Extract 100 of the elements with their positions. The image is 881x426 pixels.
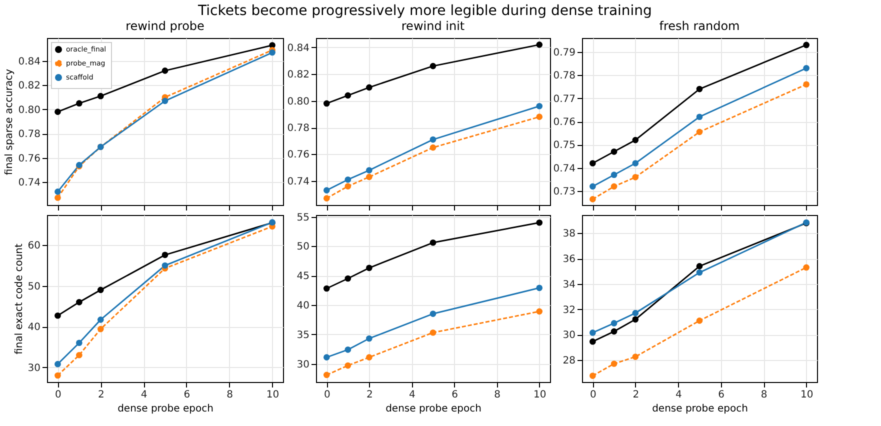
- y-tick-label: 0.78: [18, 129, 40, 140]
- y-tick-label: 0.74: [553, 163, 576, 174]
- x-tick-label: 0: [590, 390, 596, 400]
- point: [366, 354, 372, 360]
- x-tick-label: 10: [266, 390, 280, 400]
- point: [54, 372, 61, 379]
- point: [430, 310, 436, 317]
- y-tick-label: 30: [28, 362, 40, 374]
- point: [430, 62, 436, 70]
- y-tick-label: 0.80: [287, 96, 310, 108]
- point: [97, 92, 104, 100]
- point: [590, 196, 596, 202]
- point: [76, 340, 82, 346]
- point: [610, 172, 618, 178]
- point: [803, 42, 810, 48]
- chart-title: rewind probe: [126, 19, 204, 33]
- point: [269, 49, 276, 56]
- x-tick-label: 10: [800, 390, 814, 400]
- point: [610, 328, 618, 335]
- x-tick-label: 8: [226, 390, 234, 400]
- point: [536, 284, 543, 292]
- y-tick-label: 0.80: [18, 104, 40, 116]
- point: [76, 100, 82, 107]
- y-tick-label: 0.84: [287, 42, 310, 54]
- y-tick-label: 55: [296, 212, 310, 224]
- x-tick-label: 4: [675, 390, 682, 400]
- x-tick-label: 2: [632, 390, 640, 400]
- x-tick-label: 0: [55, 390, 62, 400]
- y-tick-label: 50: [28, 281, 40, 292]
- x-axis-title: dense probe epoch: [652, 404, 748, 414]
- point: [366, 264, 372, 272]
- point: [344, 362, 352, 369]
- y-tick-label: 0.74: [18, 178, 40, 189]
- point: [344, 176, 352, 183]
- point: [696, 86, 703, 92]
- y-tick-label: 0.79: [553, 47, 576, 58]
- x-tick-label: 6: [452, 390, 458, 400]
- x-axis-title: dense probe epoch: [386, 404, 482, 414]
- point: [54, 188, 61, 195]
- point: [323, 285, 330, 292]
- y-tick-label: 28: [562, 355, 576, 366]
- point: [323, 100, 330, 107]
- y-tick-label: 0.76: [18, 153, 40, 164]
- y-tick-label: 38: [562, 228, 576, 240]
- y-tick-label: 60: [28, 240, 40, 252]
- point: [97, 286, 104, 294]
- point: [366, 174, 372, 180]
- y-tick-label: 32: [562, 304, 576, 316]
- text: Tickets become progressively more legible during dense training: [197, 3, 653, 19]
- point: [366, 167, 372, 174]
- y-tick-label: 35: [296, 330, 310, 341]
- y-tick-label: 30: [562, 330, 576, 342]
- point: [76, 352, 82, 358]
- point: [430, 239, 436, 246]
- y-tick-label: 0.82: [287, 70, 310, 81]
- point: [696, 128, 703, 136]
- point: [632, 354, 639, 360]
- point: [803, 81, 810, 88]
- y-tick-label: 0.78: [287, 123, 310, 134]
- point: [344, 92, 352, 99]
- point: [696, 318, 703, 324]
- point: [366, 335, 372, 342]
- x-tick-label: 6: [184, 390, 190, 400]
- point: [696, 263, 703, 270]
- point: [162, 68, 168, 74]
- x-tick-label: 4: [140, 390, 148, 400]
- x-tick-label: 4: [409, 390, 416, 400]
- point: [54, 312, 61, 319]
- point: [323, 354, 330, 360]
- y-tick-label: 0.84: [18, 56, 40, 68]
- point: [590, 330, 596, 336]
- x-tick-label: 8: [494, 390, 501, 400]
- y-tick-label: 40: [28, 322, 40, 334]
- x-tick-label: 6: [718, 390, 725, 400]
- point: [54, 194, 61, 201]
- point: [610, 320, 618, 326]
- point: [803, 264, 810, 271]
- point: [610, 183, 618, 190]
- chart-title: rewind init: [401, 19, 465, 33]
- point: [610, 360, 618, 367]
- y-tick-label: 30: [296, 359, 310, 370]
- point: [366, 84, 372, 91]
- point: [632, 160, 639, 166]
- point: [344, 275, 352, 282]
- point: [536, 219, 543, 226]
- x-axis-title: dense probe epoch: [118, 404, 214, 414]
- y-tick-label: 40: [296, 300, 310, 312]
- y-tick-label: 50: [296, 242, 310, 253]
- y-tick-label: 0.78: [553, 70, 576, 82]
- point: [632, 310, 639, 316]
- point: [97, 316, 104, 323]
- y-axis-title: final exact code count: [14, 244, 25, 354]
- y-tick-label: 0.76: [287, 150, 310, 161]
- point: [76, 299, 82, 306]
- y-tick-label: 0.75: [553, 140, 576, 152]
- point: [162, 262, 168, 269]
- point: [536, 42, 543, 48]
- point: [536, 308, 543, 315]
- point: [632, 136, 639, 144]
- chart-title: fresh random: [659, 19, 740, 33]
